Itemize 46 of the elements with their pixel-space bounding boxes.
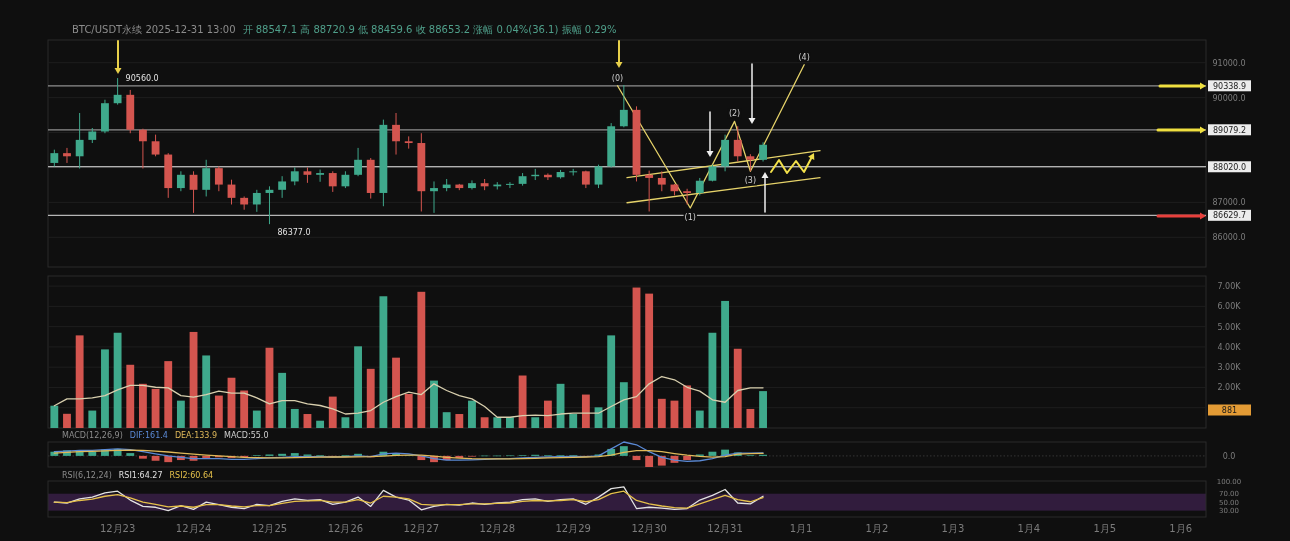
y-tick-label: 6.00K: [1217, 302, 1242, 312]
annotation: (4): [798, 52, 810, 62]
x-tick-label: 1月3: [941, 523, 965, 534]
annotation: (3): [744, 176, 757, 186]
annotation: (2): [728, 109, 741, 119]
series-label: DIF:161.4: [129, 431, 168, 440]
chart-title: RSI(6,12,24): [62, 471, 112, 480]
ref-line-label: 88020.0: [1212, 162, 1247, 172]
text: RSI2:60.64: [169, 471, 214, 480]
x-tick-label: 12月29: [555, 523, 591, 534]
x-tick-label: 1月6: [1169, 523, 1193, 534]
x-tick-label: 1月2: [865, 523, 889, 534]
x-tick-label: 12月24: [175, 523, 212, 534]
x-tick-label: 12月27: [403, 523, 440, 534]
y-tick-label: 91000.0: [1212, 58, 1246, 68]
series-label: DEA:133.9: [174, 431, 218, 440]
x-tick-label: 1月1: [789, 523, 813, 534]
ref-line-label: 86629.7: [1212, 211, 1247, 221]
y-tick-label: 7.00K: [1217, 282, 1242, 292]
x-tick-label: 1月4: [1017, 523, 1041, 534]
x-tick-label: 1月5: [1093, 523, 1117, 534]
annotation: 86377.0: [277, 228, 311, 238]
annotation: (0): [611, 73, 624, 83]
chart-subtitle: 开 88547.1 高 88720.9 低 88459.6 收 88653.2 涨幅 0.04%(36.1) 振幅 0.29%: [242, 24, 617, 35]
y-tick-label: 2.00K: [1217, 383, 1242, 393]
series-label: RSI1:64.27: [118, 471, 163, 480]
annotation: 90560.0: [125, 74, 159, 84]
x-tick-label: 12月30: [631, 523, 667, 534]
x-tick-label: 12月26: [327, 523, 364, 534]
ref-line-label: 0.0: [1222, 451, 1236, 461]
y-tick-label: 5.00K: [1217, 322, 1242, 332]
x-tick-label: 12月25: [251, 523, 288, 534]
chart-title: MACD(12,26,9): [62, 431, 123, 440]
ref-line-label: 90338.9: [1212, 81, 1247, 91]
x-tick-label: 12月28: [479, 523, 516, 534]
x-tick-label: 12月23: [99, 523, 136, 534]
y-tick-label: 86000.0: [1212, 233, 1246, 243]
x-tick-label: 12月31: [707, 523, 743, 534]
chart-title: BTC/USDT永续 2025-12-31 13:00: [72, 24, 236, 35]
series-label: MACD:55.0: [224, 431, 269, 440]
y-tick-label: 3.00K: [1217, 363, 1242, 373]
ref-line-label: 89079.2: [1212, 125, 1247, 135]
y-tick-label: 87000.0: [1212, 198, 1246, 208]
y-tick-label: 4.00K: [1217, 342, 1242, 352]
annotation: (1): [684, 212, 696, 222]
y-tick-label: 90000.0: [1212, 93, 1246, 103]
